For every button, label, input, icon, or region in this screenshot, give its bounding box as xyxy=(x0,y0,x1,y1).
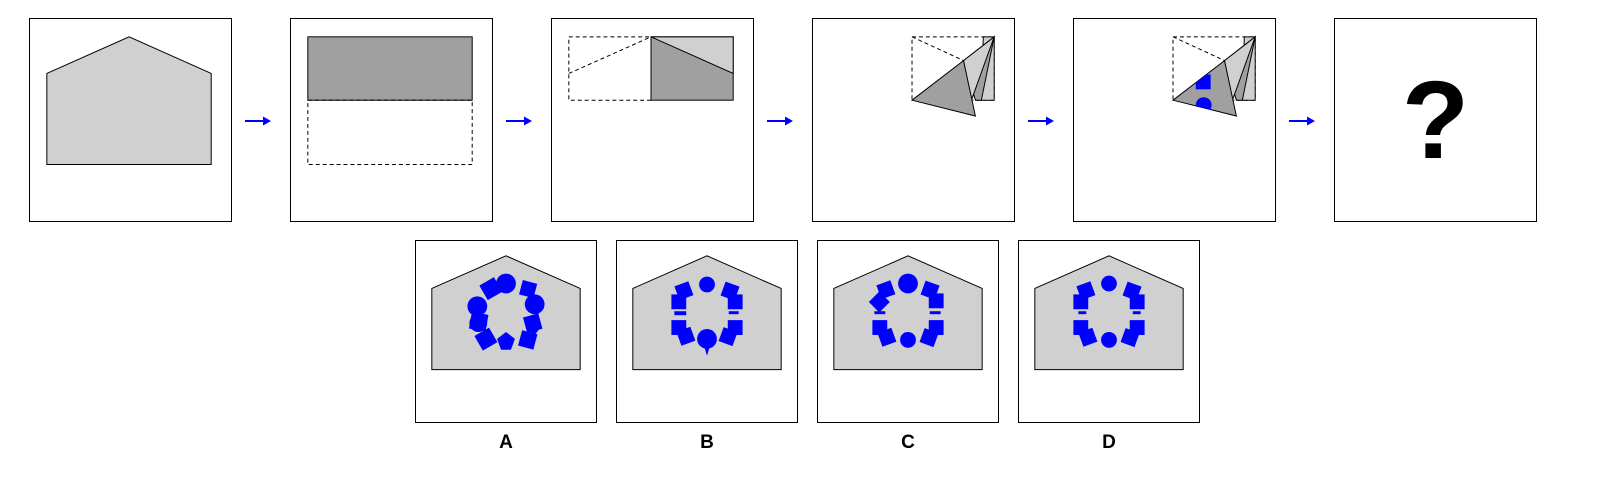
question-mark: ? xyxy=(1401,58,1470,182)
option-a-panel[interactable] xyxy=(415,240,597,423)
unfolded-outline-bottom xyxy=(307,99,473,166)
folded-top-half xyxy=(307,36,473,101)
option-a-diagram xyxy=(431,255,581,371)
option-a-label: A xyxy=(499,432,513,453)
option-c-panel[interactable] xyxy=(817,240,999,423)
option-b-diagram xyxy=(632,255,782,371)
step-6-panel: ? xyxy=(1334,18,1537,222)
option-b-panel[interactable] xyxy=(616,240,798,423)
arrow-icon xyxy=(767,116,793,126)
step-3-panel xyxy=(551,18,754,222)
arrow-icon xyxy=(1289,116,1315,126)
option-c-diagram xyxy=(833,255,983,371)
option-b-label: B xyxy=(700,432,714,453)
circle-hole xyxy=(1195,97,1212,114)
step-2-diagram xyxy=(307,36,473,166)
step-1-diagram xyxy=(46,36,212,166)
step-5-panel xyxy=(1073,18,1276,222)
step-4-panel xyxy=(812,18,1015,222)
step-2-panel xyxy=(290,18,493,222)
step-5-diagram xyxy=(1171,35,1257,117)
arrow-icon xyxy=(245,116,271,126)
option-d-panel[interactable] xyxy=(1018,240,1200,423)
option-d-label: D xyxy=(1102,432,1116,453)
folded-triangle xyxy=(910,59,977,117)
arrow-icon xyxy=(1028,116,1054,126)
step-3-diagram xyxy=(568,36,734,101)
option-c-label: C xyxy=(901,432,915,453)
unfolded-outline-left xyxy=(568,36,652,101)
step-4-diagram xyxy=(910,35,996,117)
paper-pentagon xyxy=(46,36,212,166)
arrow-icon xyxy=(506,116,532,126)
step-1-panel xyxy=(29,18,232,222)
option-d-diagram xyxy=(1034,255,1184,371)
